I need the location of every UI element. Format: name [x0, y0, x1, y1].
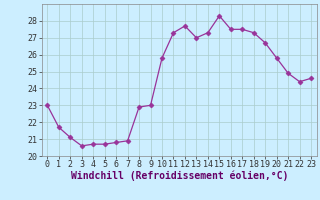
X-axis label: Windchill (Refroidissement éolien,°C): Windchill (Refroidissement éolien,°C) [70, 171, 288, 181]
